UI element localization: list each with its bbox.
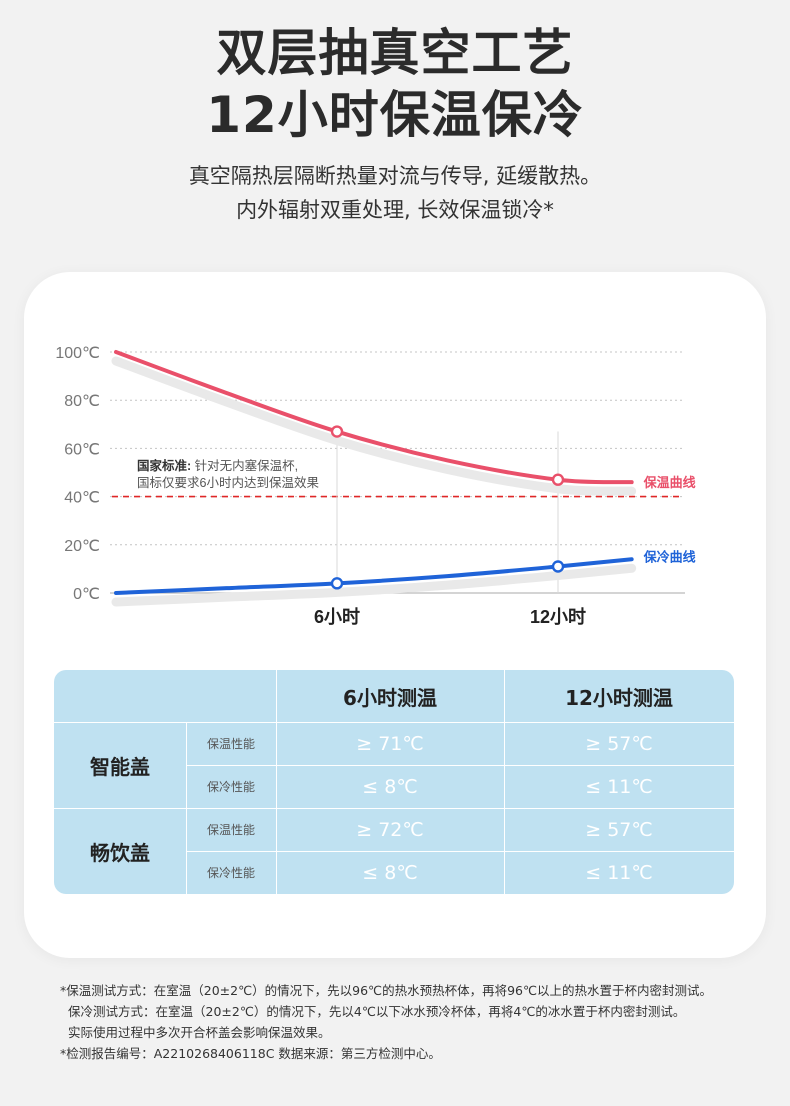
- data-point: [551, 560, 565, 573]
- annotation-line2: 国标仅要求6小时内达到保温效果: [137, 475, 319, 490]
- row-label: 保温性能: [206, 737, 255, 751]
- x-tick-label: 12小时: [530, 607, 586, 627]
- note-line: 保冷测试方式：在室温（20±2℃）的情况下，先以4℃以下冰水预冷杯体，再将4℃的…: [68, 1004, 686, 1019]
- note-line: *检测报告编号：A2210268406118C 数据来源：第三方检测中心。: [60, 1046, 441, 1061]
- y-tick-label: 20℃: [64, 538, 100, 555]
- table-cell: ≥ 57℃: [585, 732, 653, 755]
- note-line: *保温测试方式：在室温（20±2℃）的情况下，先以96℃的热水预热杯体，再将96…: [60, 983, 713, 998]
- y-tick-label: 40℃: [64, 490, 100, 507]
- y-tick-label: 80℃: [64, 393, 100, 410]
- table-divider: [276, 670, 277, 894]
- subtitle-line1: 真空隔热层隔断热量对流与传导, 延缓散热。: [188, 164, 602, 188]
- table-cell: ≤ 11℃: [585, 861, 653, 884]
- subtitle-line2: 内外辐射双重处理, 长效保温锁冷*: [236, 198, 554, 222]
- table-divider: [186, 765, 734, 766]
- y-tick-label: 0℃: [73, 586, 100, 603]
- y-tick-label: 60℃: [64, 441, 100, 458]
- test-notes: *保温测试方式：在室温（20±2℃）的情况下，先以96℃的热水预热杯体，再将96…: [60, 980, 780, 1064]
- col-header-6h: 6小时测温: [343, 685, 437, 710]
- col-header-12h: 12小时测温: [565, 685, 673, 710]
- annotation-text: 针对无内塞保温杯,: [191, 458, 298, 473]
- table-divider: [186, 851, 734, 852]
- table-cell: ≥ 71℃: [356, 732, 424, 755]
- note-line: 实际使用过程中多次开合杯盖会影响保温效果。: [68, 1025, 331, 1040]
- y-tick-label: 100℃: [55, 345, 100, 362]
- table-cell: ≤ 8℃: [362, 861, 418, 884]
- series-label: 保冷曲线: [643, 549, 696, 564]
- standard-annotation: 国家标准: 针对无内塞保温杯,: [137, 458, 298, 473]
- table-divider: [504, 670, 505, 894]
- data-point: [330, 425, 344, 438]
- headline-line1: 双层抽真空工艺: [216, 24, 574, 82]
- annotation-bold: 国家标准:: [137, 458, 191, 473]
- series-shadow: [111, 563, 637, 607]
- row-label: 保冷性能: [206, 780, 255, 794]
- series-label: 保温曲线: [643, 475, 696, 490]
- table-cell: ≥ 72℃: [356, 818, 424, 841]
- table-divider: [186, 722, 187, 894]
- headline-line2: 12小时保温保冷: [206, 86, 584, 144]
- table-divider: [54, 722, 734, 723]
- table-cell: ≤ 8℃: [362, 775, 418, 798]
- table-divider: [54, 808, 734, 809]
- data-point: [330, 577, 344, 590]
- x-tick-label: 6小时: [314, 607, 360, 627]
- table-cell: ≥ 57℃: [585, 818, 653, 841]
- performance-table: 6小时测温 12小时测温 智能盖 保温性能 ≥ 71℃ ≥ 57℃ 保冷性能 ≤…: [54, 670, 734, 894]
- row-label: 保温性能: [206, 823, 255, 837]
- row-label: 保冷性能: [206, 866, 255, 880]
- group-name-smart-lid: 智能盖: [90, 754, 150, 779]
- series-shadow: [111, 356, 637, 496]
- table-cell: ≤ 11℃: [585, 775, 653, 798]
- data-point: [551, 473, 565, 486]
- group-name-sip-lid: 畅饮盖: [90, 840, 150, 865]
